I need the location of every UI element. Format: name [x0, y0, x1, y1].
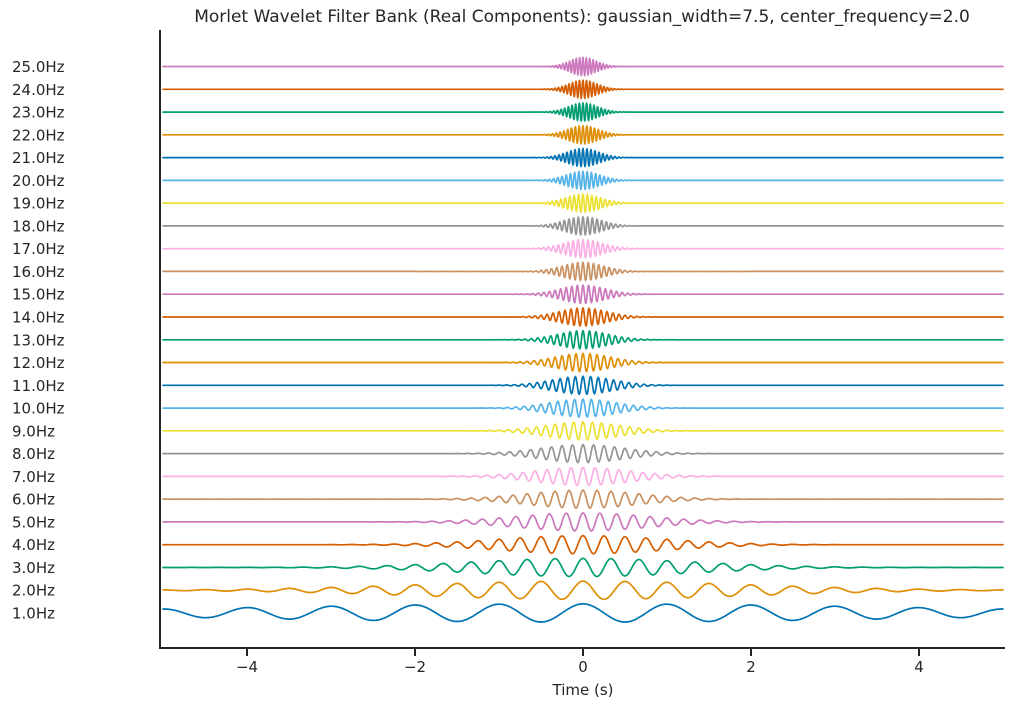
wavelet-line: [162, 284, 1004, 305]
row-label: 7.0Hz: [12, 468, 55, 486]
row-labels: 1.0Hz 2.0Hz 3.0Hz 4.0Hz 5.0Hz 6.0Hz 7.0Hz 8.0Hz…: [12, 58, 65, 622]
row-label: 16.0Hz: [12, 263, 65, 281]
wavelet-line: [162, 420, 1004, 441]
row-label: 5.0Hz: [12, 513, 55, 531]
row-label: 15.0Hz: [12, 286, 65, 304]
row-label: 22.0Hz: [12, 126, 65, 144]
wavelet-line: [162, 398, 1004, 418]
row-label: 20.0Hz: [12, 172, 65, 190]
wavelet-line: [162, 489, 1004, 509]
row-label: 12.0Hz: [12, 354, 65, 372]
wavelet-line: [162, 443, 1004, 464]
wavelet-line: [162, 170, 1004, 191]
wavelet-line: [162, 352, 1004, 373]
x-ticks: [246, 649, 920, 656]
row-label: 17.0Hz: [12, 240, 65, 258]
x-tick-label: 0: [578, 658, 588, 676]
wavelet-line: [162, 79, 1004, 100]
row-label: 24.0Hz: [12, 81, 65, 99]
x-tick-labels: −4 −2 0 2 4: [236, 658, 924, 676]
wavelet-line: [162, 215, 1004, 236]
row-label: 14.0Hz: [12, 308, 65, 326]
wavelet-line: [162, 124, 1004, 145]
row-label: 8.0Hz: [12, 445, 55, 463]
row-label: 2.0Hz: [12, 582, 55, 600]
wavelet-line: [162, 466, 1004, 487]
wavelet-line: [162, 580, 1004, 601]
wavelet-line: [162, 102, 1004, 122]
row-label: 9.0Hz: [12, 422, 55, 440]
x-tick-label: −4: [236, 658, 258, 676]
row-label: 18.0Hz: [12, 217, 65, 235]
row-label: 6.0Hz: [12, 491, 55, 509]
row-label: 25.0Hz: [12, 58, 65, 76]
wavelet-line: [162, 238, 1004, 259]
row-label: 19.0Hz: [12, 195, 65, 213]
row-label: 10.0Hz: [12, 400, 65, 418]
wavelet-line: [162, 511, 1004, 532]
wavelet-lines: [162, 56, 1004, 623]
row-label: 23.0Hz: [12, 104, 65, 122]
wavelet-line: [162, 261, 1004, 282]
wavelet-line: [162, 534, 1004, 555]
row-label: 13.0Hz: [12, 331, 65, 349]
x-axis-label: Time (s): [552, 681, 614, 699]
wavelet-line: [162, 147, 1004, 168]
x-tick-label: 2: [746, 658, 756, 676]
row-label: 3.0Hz: [12, 559, 55, 577]
row-label: 11.0Hz: [12, 377, 65, 395]
x-tick-label: 4: [914, 658, 924, 676]
wavelet-line: [162, 557, 1004, 578]
chart-title: Morlet Wavelet Filter Bank (Real Compone…: [194, 7, 970, 27]
wavelet-line: [162, 603, 1004, 623]
row-label: 21.0Hz: [12, 149, 65, 167]
wavelet-line: [162, 375, 1004, 396]
wavelet-line: [162, 329, 1004, 350]
wavelet-line: [162, 193, 1004, 214]
wavelet-line: [162, 307, 1004, 327]
x-tick-label: −2: [404, 658, 426, 676]
wavelet-line: [162, 56, 1004, 77]
row-label: 1.0Hz: [12, 605, 55, 623]
row-label: 4.0Hz: [12, 536, 55, 554]
